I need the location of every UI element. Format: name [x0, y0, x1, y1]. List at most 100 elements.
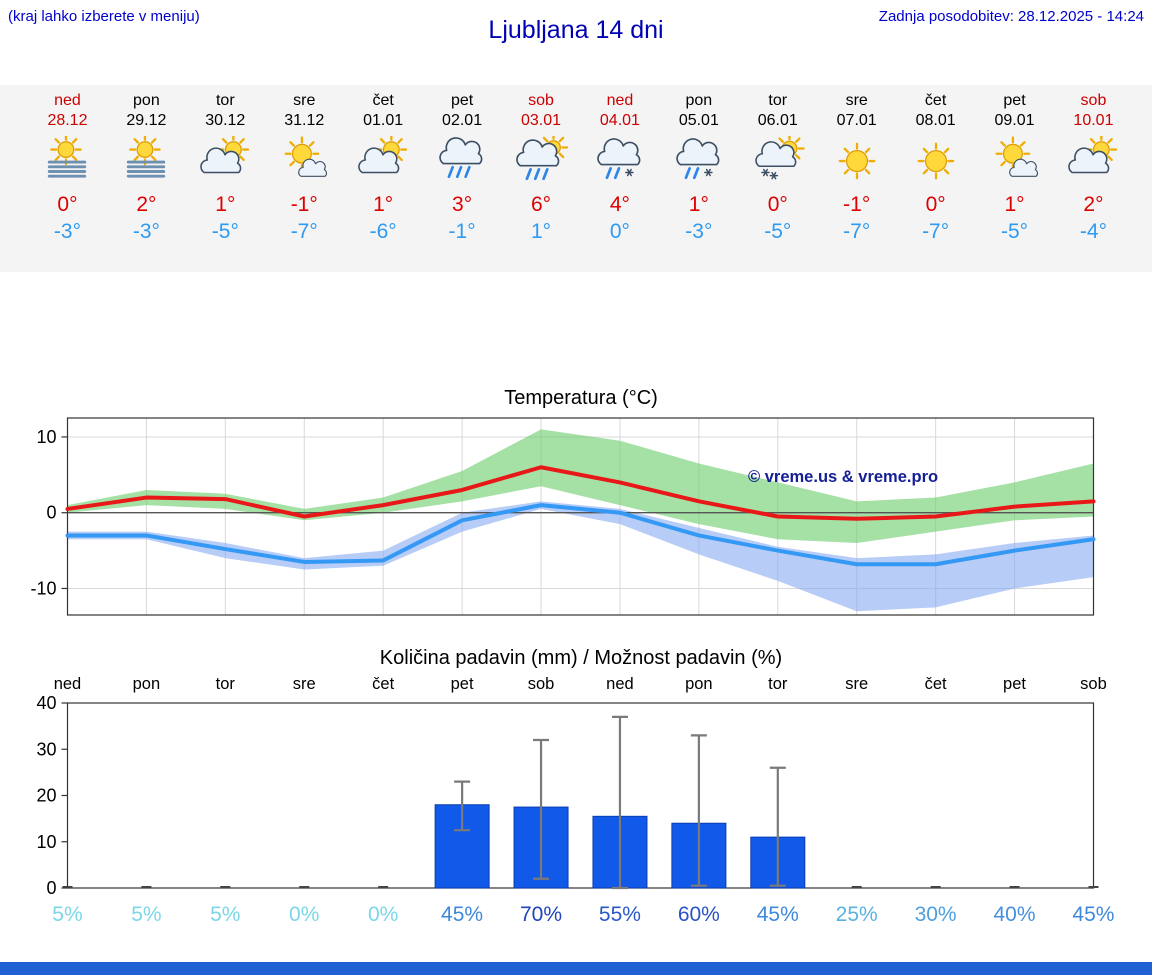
- forecast-day: pet 02.01 3° -1°: [423, 91, 502, 245]
- cloud-sleet-icon: [676, 138, 720, 180]
- day-max-temp: 3°: [452, 193, 473, 216]
- precip-day-label: čet: [372, 675, 395, 693]
- precipitation-zero-mark: [851, 886, 862, 888]
- day-max-temp: 4°: [609, 193, 630, 216]
- forecast-day: čet 08.01 0° -7°: [896, 91, 975, 245]
- day-weather-icon: [659, 133, 738, 187]
- partly-cloudy-icon: [200, 136, 250, 174]
- y-tick-label: 0: [46, 503, 56, 523]
- min-range-band: [67, 501, 1094, 612]
- day-name: ned: [54, 92, 81, 109]
- day-max-temp: 1°: [1004, 193, 1025, 216]
- precipitation-chart: 0 10 20 30 40: [36, 694, 1099, 898]
- cloud-rain-icon: [439, 137, 483, 179]
- precipitation-zero-mark: [220, 886, 231, 888]
- day-weather-icon: [580, 133, 659, 187]
- day-max-temp: -1°: [843, 193, 871, 216]
- precip-day-label: sob: [1080, 675, 1107, 693]
- y-tick-label: -10: [30, 578, 56, 598]
- day-name: sre: [845, 92, 868, 109]
- precip-probability: 40%: [993, 903, 1036, 926]
- day-date: 01.01: [363, 112, 404, 129]
- day-min-temp: -5°: [764, 220, 792, 243]
- y-tick-label: 0: [46, 878, 56, 898]
- forecast-day: sob 03.01 6° 1°: [502, 91, 581, 245]
- day-date: 06.01: [757, 112, 798, 129]
- day-min-temp: -7°: [843, 220, 871, 243]
- y-tick-label: 10: [36, 832, 56, 852]
- day-name: sob: [1080, 92, 1107, 109]
- day-date: 10.01: [1073, 112, 1114, 129]
- max-range-band: [67, 429, 1094, 544]
- precip-probability: 5%: [131, 903, 162, 926]
- forecast-day: čet 01.01 1° -6°: [344, 91, 423, 245]
- forecast-day: pet 09.01 1° -5°: [975, 91, 1054, 245]
- precipitation-zero-mark: [141, 886, 152, 888]
- y-tick-label: 30: [36, 739, 56, 759]
- plot-frame: [66, 417, 1095, 616]
- day-weather-icon: [186, 133, 265, 187]
- precip-probability: 5%: [210, 903, 241, 926]
- precip-day-label: tor: [768, 675, 788, 693]
- precipitation-zero-mark: [1009, 886, 1020, 888]
- day-date: 05.01: [678, 112, 719, 129]
- location-menu-hint: (kraj lahko izberete v meniju): [8, 8, 200, 25]
- footer-bar: [0, 962, 1152, 975]
- day-max-temp: 0°: [57, 193, 78, 216]
- watermark-text: © vreme.us & vreme.pro: [748, 468, 938, 486]
- day-min-temp: -3°: [53, 220, 81, 243]
- precip-day-label: pon: [685, 675, 713, 693]
- precip-day-label: sre: [292, 675, 316, 693]
- day-weather-icon: [265, 133, 344, 187]
- day-min-temp: -5°: [1000, 220, 1029, 243]
- day-weather-icon: [975, 133, 1054, 187]
- day-weather-icon: [502, 133, 581, 187]
- day-min-temp: -4°: [1079, 220, 1107, 243]
- precip-day-label: ned: [606, 675, 634, 693]
- precip-probability: 45%: [756, 903, 799, 926]
- precip-day-label: ned: [53, 675, 82, 693]
- max-temperature-line: [65, 465, 1096, 521]
- day-name: tor: [768, 92, 788, 109]
- precipitation-chart-title: Količina padavin (mm) / Možnost padavin …: [379, 647, 783, 669]
- day-weather-icon: [817, 133, 896, 187]
- day-min-temp: -5°: [211, 220, 239, 243]
- partly-cloudy-icon: [1068, 136, 1118, 174]
- day-max-temp: 2°: [136, 193, 157, 216]
- day-min-temp: -6°: [369, 220, 397, 243]
- plot-frame: [66, 702, 1095, 889]
- day-min-temp: -1°: [448, 220, 476, 243]
- day-date: 03.01: [520, 112, 562, 129]
- mostly-sunny-icon: [284, 136, 328, 177]
- temperature-chart: 10 0 -10 © vreme.us & vreme.pro: [30, 417, 1096, 616]
- day-name: ned: [606, 92, 634, 109]
- y-tick-label: 20: [36, 786, 56, 806]
- day-name: tor: [215, 92, 235, 109]
- day-weather-icon: [28, 133, 107, 187]
- mostly-sunny-icon: [995, 136, 1038, 177]
- day-max-temp: 1°: [688, 193, 709, 216]
- sun-fog-icon: [48, 136, 87, 178]
- partly-cloudy-icon: [358, 136, 408, 174]
- precipitation-zero-mark: [62, 886, 73, 888]
- day-min-temp: -3°: [685, 220, 713, 243]
- day-date: 04.01: [599, 112, 640, 129]
- day-date: 08.01: [915, 112, 956, 129]
- precip-day-label: čet: [924, 675, 947, 693]
- day-name: čet: [372, 92, 394, 109]
- day-name: čet: [924, 92, 947, 109]
- day-max-temp: 6°: [530, 193, 552, 216]
- last-update-text: Zadnja posodobitev: 28.12.2025 - 14:24: [878, 8, 1144, 25]
- day-name: pet: [450, 92, 474, 109]
- day-weather-icon: [1054, 133, 1133, 187]
- precip-day-label: sob: [527, 675, 555, 693]
- day-date: 07.01: [836, 112, 877, 129]
- forecast-day: sre 31.12 -1° -7°: [265, 91, 344, 245]
- precipitation-zero-mark: [930, 886, 941, 888]
- forecast-day: ned 28.12 0° -3°: [28, 91, 107, 245]
- forecast-day: pon 05.01 1° -3°: [659, 91, 738, 245]
- precipitation-day-labels: ned pon tor sre čet pet sob ned pon tor sre čet pet s…: [28, 675, 1133, 694]
- precip-probability: 5%: [52, 903, 83, 926]
- day-date: 02.01: [442, 112, 483, 129]
- day-date: 29.12: [126, 112, 167, 129]
